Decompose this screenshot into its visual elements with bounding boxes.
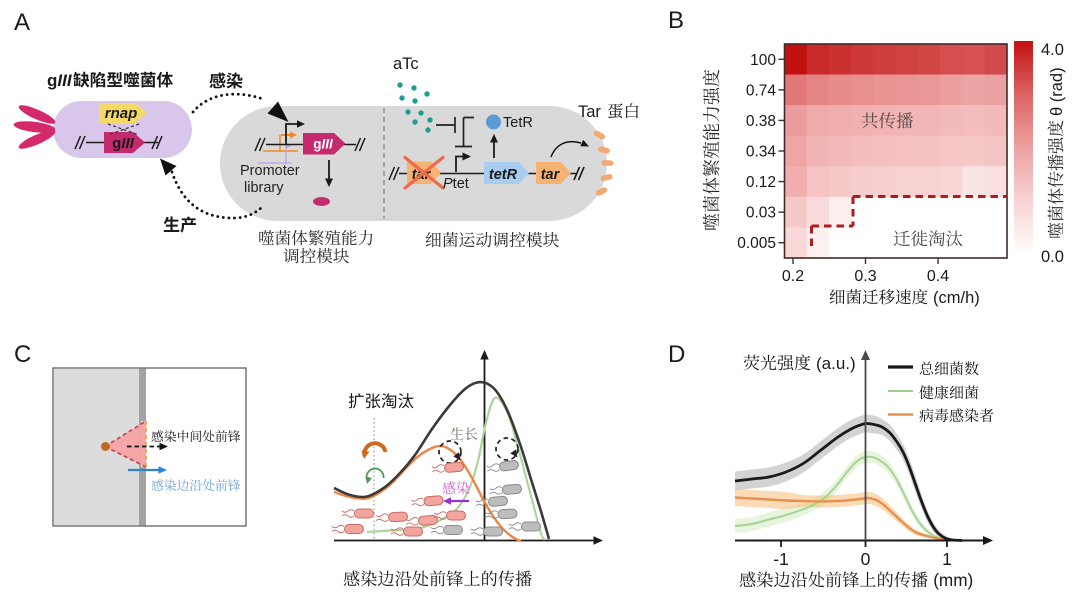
svg-text:tar: tar (541, 167, 561, 183)
svg-text:(mm): (mm) (933, 570, 973, 590)
svg-text:Tar: Tar (578, 103, 601, 121)
svg-text:0.4: 0.4 (927, 268, 949, 285)
svg-text:4.0: 4.0 (1041, 41, 1064, 59)
svg-text:B: B (668, 7, 684, 34)
svg-text:0: 0 (861, 549, 871, 569)
svg-text:Ptet: Ptet (443, 176, 469, 192)
svg-text:TetR: TetR (503, 115, 533, 131)
svg-text:rnap: rnap (105, 105, 138, 122)
svg-text:0.2: 0.2 (782, 268, 804, 285)
svg-text:gIII: gIII (112, 135, 135, 152)
svg-text:(a.u.): (a.u.) (816, 354, 856, 373)
svg-text:aTc: aTc (393, 55, 419, 73)
svg-text:C: C (14, 341, 31, 368)
svg-text:gIII: gIII (47, 71, 73, 90)
svg-text:library: library (244, 180, 284, 196)
svg-text:100: 100 (750, 52, 776, 69)
svg-text:tetR: tetR (489, 167, 518, 183)
svg-text:A: A (14, 9, 30, 36)
svg-text:Promoter: Promoter (240, 163, 300, 179)
svg-text:-1: -1 (773, 549, 789, 569)
svg-text:0.74: 0.74 (746, 82, 777, 99)
svg-text:0.34: 0.34 (746, 144, 777, 161)
svg-text:0.38: 0.38 (746, 113, 776, 130)
svg-text:0.12: 0.12 (746, 174, 776, 191)
svg-text:θ (rad): θ (rad) (1048, 67, 1066, 116)
svg-text:0.005: 0.005 (737, 235, 776, 252)
svg-text:0.03: 0.03 (746, 205, 776, 222)
svg-text:0.0: 0.0 (1041, 248, 1064, 266)
svg-text:0.3: 0.3 (854, 268, 876, 285)
svg-text:1: 1 (942, 549, 952, 569)
svg-text:D: D (668, 341, 685, 368)
svg-text:gIII: gIII (313, 137, 333, 152)
svg-text:(cm/h): (cm/h) (933, 289, 980, 307)
